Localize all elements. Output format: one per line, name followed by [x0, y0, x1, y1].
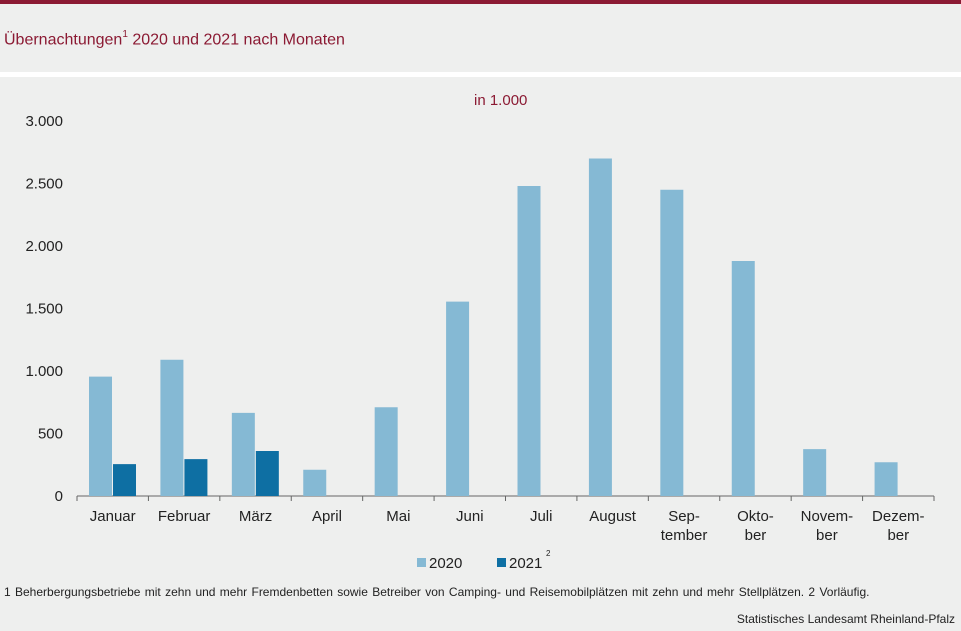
bar-2020-10	[803, 449, 827, 496]
x-tick-label: tember	[661, 527, 708, 544]
bar-2020-9	[731, 261, 755, 496]
bar-2020-5	[446, 301, 470, 496]
x-tick-label: ber	[745, 527, 767, 544]
y-tick-label: 2.500	[25, 176, 63, 193]
y-tick-label: 0	[55, 488, 63, 505]
top-accent-bar	[0, 0, 961, 4]
x-tick-label: Okto-	[737, 508, 774, 525]
bar-2021-2	[255, 451, 279, 496]
x-tick-label: März	[239, 508, 272, 525]
source-credit: Statistisches Landesamt Rheinland-Pfalz	[736, 612, 955, 626]
x-tick-label: ber	[816, 527, 838, 544]
legend-swatch-2020	[417, 558, 426, 567]
title-separator	[0, 72, 961, 77]
x-tick-label: Juni	[456, 508, 484, 525]
x-tick-label: ber	[887, 527, 909, 544]
x-tick-label: Mai	[386, 508, 410, 525]
chart-title: Übernachtungen1 2020 und 2021 nach Monat…	[4, 29, 345, 49]
x-tick-label: Sep-	[668, 508, 700, 525]
bar-2020-7	[588, 158, 612, 496]
bar-2021-0	[113, 464, 136, 496]
title-main: Übernachtungen	[4, 31, 123, 49]
bar-2021-1	[184, 459, 208, 496]
legend-footnote-marker: 2	[546, 549, 551, 558]
x-tick-label: Juli	[530, 508, 553, 525]
bar-2020-8	[660, 189, 684, 496]
x-tick-label: Dezem-	[872, 508, 925, 525]
bar-2020-2	[231, 412, 255, 496]
y-tick-label: 3.000	[25, 113, 63, 130]
x-tick-label: Februar	[158, 508, 211, 525]
legend-label-2020: 2020	[429, 555, 462, 572]
footnote: 1 Beherbergungsbetriebe mit zehn und meh…	[4, 585, 870, 599]
unit-label: in 1.000	[474, 92, 528, 109]
bar-2020-0	[89, 376, 112, 496]
title-footnote-marker: 1	[122, 29, 128, 40]
y-tick-label: 2.000	[25, 238, 63, 255]
bar-2020-1	[160, 359, 184, 496]
legend-label-2021: 2021	[509, 555, 542, 572]
y-tick-label: 500	[38, 426, 63, 443]
legend-swatch-2021	[497, 558, 506, 567]
bar-2020-6	[517, 186, 541, 496]
x-tick-label: April	[312, 508, 342, 525]
x-tick-label: Novem-	[801, 508, 854, 525]
x-tick-label: August	[589, 508, 637, 525]
y-tick-label: 1.500	[25, 301, 63, 318]
bar-2020-11	[874, 462, 898, 496]
bar-2020-3	[303, 469, 327, 496]
y-tick-label: 1.000	[25, 363, 63, 380]
x-tick-label: Januar	[90, 508, 136, 525]
title-rest: 2020 und 2021 nach Monaten	[127, 31, 345, 49]
bar-2020-4	[374, 407, 398, 496]
